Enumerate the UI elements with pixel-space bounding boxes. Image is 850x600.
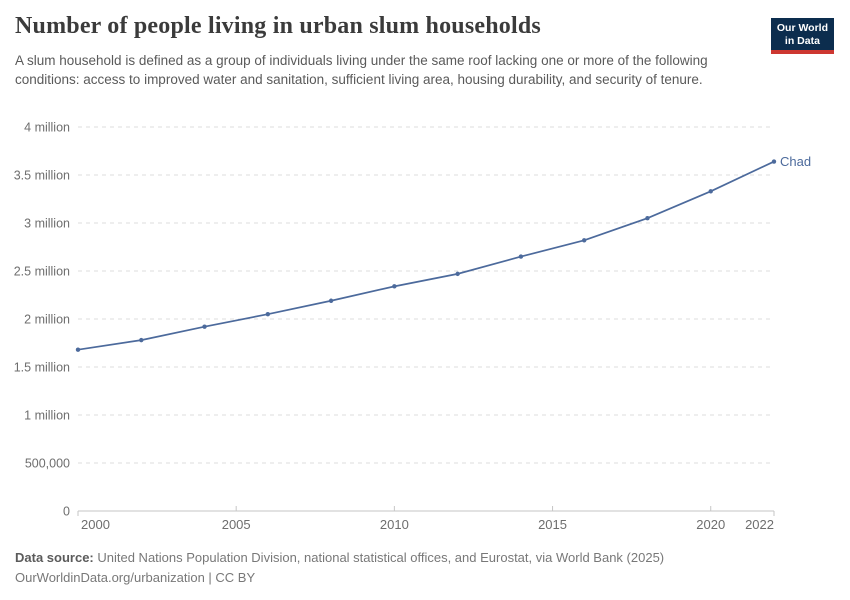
page-title: Number of people living in urban slum ho…	[15, 13, 541, 39]
y-axis-tick-label: 4 million	[24, 121, 70, 135]
data-point-marker	[708, 189, 713, 194]
y-axis-tick-label: 0	[63, 505, 70, 519]
y-axis-tick-label: 2 million	[24, 313, 70, 327]
cc-by-link[interactable]: CC BY	[215, 570, 256, 585]
data-point-marker	[645, 216, 650, 221]
data-point-marker	[328, 298, 334, 303]
data-point-marker	[581, 238, 587, 243]
chart-subtitle: A slum household is defined as a group o…	[15, 53, 708, 87]
data-point-marker	[202, 324, 207, 329]
data-point-marker	[265, 312, 271, 317]
owid-logo[interactable]: Our World in Data	[770, 18, 834, 54]
x-axis-tick-label: 2000	[81, 517, 110, 532]
data-point-marker	[518, 254, 524, 259]
chart-footer: Data source: United Nations Population D…	[15, 548, 664, 588]
x-axis-tick-label: 2010	[380, 517, 409, 532]
y-axis-tick-label: 2.5 million	[14, 265, 70, 279]
y-axis-tick-label: 3 million	[24, 217, 70, 231]
y-axis-tick-label: 500,000	[25, 457, 70, 471]
y-axis-tick-label: 3.5 million	[14, 169, 70, 183]
data-point-marker	[771, 159, 777, 164]
data-source-text: United Nations Population Division, nati…	[93, 550, 665, 565]
license-line: OurWorldinData.org/urbanization | CC BY	[15, 568, 664, 588]
x-axis-tick-label: 2022	[745, 517, 774, 532]
owid-logo-line2: in Data	[784, 34, 820, 47]
data-source-label: Data source:	[15, 550, 94, 565]
chad-data-line	[77, 160, 775, 351]
x-axis-tick-label: 2015	[538, 517, 567, 532]
owid-logo-line1: Our World	[776, 22, 828, 34]
data-point-marker	[455, 271, 460, 277]
x-axis-tick-label: 2005	[222, 517, 251, 532]
data-point-marker	[75, 347, 81, 352]
entity-label-chad[interactable]: Chad	[780, 154, 811, 169]
data-point-marker	[139, 337, 144, 343]
x-axis-tick-label: 2020	[696, 517, 725, 532]
y-axis-tick-label: 1.5 million	[14, 361, 70, 375]
data-source-line: Data source: United Nations Population D…	[15, 548, 664, 568]
owid-url-link[interactable]: OurWorldinData.org/urbanization	[15, 570, 205, 585]
data-point-marker	[392, 284, 397, 289]
y-axis-tick-label: 1 million	[24, 409, 70, 423]
license-separator: |	[204, 570, 216, 585]
